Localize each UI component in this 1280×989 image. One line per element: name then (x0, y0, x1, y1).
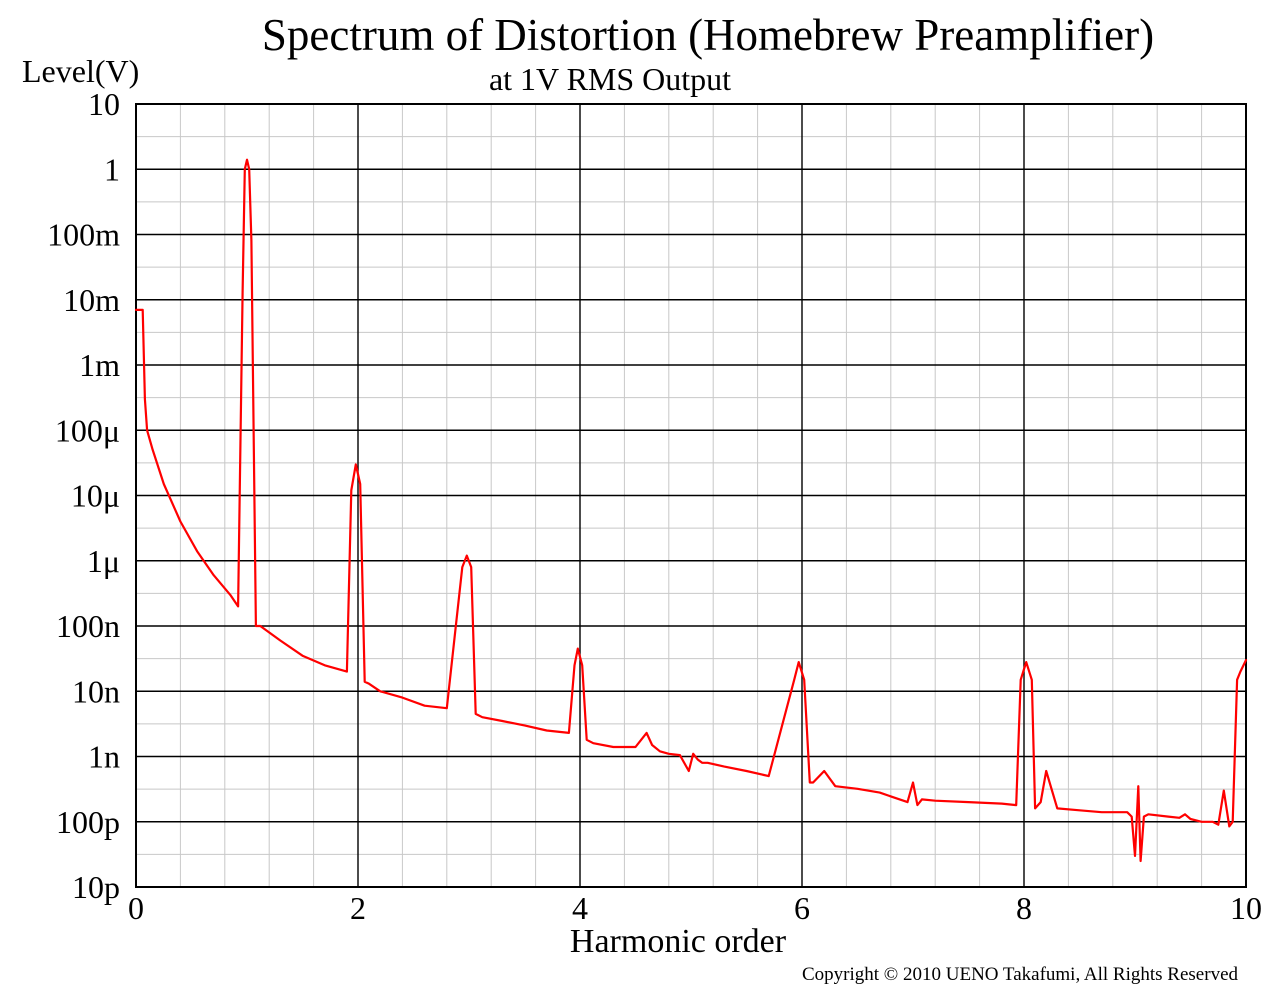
y-tick-label: 1n (88, 739, 120, 775)
series-layer (134, 158, 1248, 863)
y-tick-label: 10n (72, 673, 120, 709)
y-tick-label: 1 (104, 151, 120, 187)
copyright-notice: Copyright © 2010 UENO Takafumi, All Righ… (802, 964, 1238, 985)
series-line-1 (134, 158, 1248, 863)
y-tick-labels: 10 1 100m 10m 1m 100μ 10μ 1μ 100n 10n 1n 100p 10p (47, 86, 120, 905)
x-tick-labels: 0 2 4 6 8 10 (128, 890, 1262, 926)
y-tick-label: 10m (63, 282, 120, 318)
y-tick-label: 10 (88, 86, 120, 122)
y-tick-label: 100μ (55, 412, 120, 448)
major-gridlines (136, 104, 1246, 887)
y-tick-label: 10p (72, 869, 120, 905)
y-axis-label: Level(V) (22, 53, 139, 89)
x-tick-label: 2 (350, 890, 366, 926)
x-tick-label: 6 (794, 890, 810, 926)
x-tick-label: 10 (1230, 890, 1262, 926)
x-tick-label: 4 (572, 890, 588, 926)
plot-frame (135, 103, 1247, 888)
x-tick-label: 8 (1016, 890, 1032, 926)
y-tick-label: 1μ (87, 543, 120, 579)
x-axis-label: Harmonic order (570, 923, 787, 960)
y-tick-label: 10μ (71, 478, 120, 514)
y-tick-label: 100n (56, 608, 120, 644)
x-tick-label: 0 (128, 890, 144, 926)
chart-title: Spectrum of Distortion (Homebrew Preampl… (262, 10, 1154, 60)
chart-subtitle: at 1V RMS Output (489, 61, 731, 97)
y-tick-label: 100p (56, 804, 120, 840)
y-tick-label: 100m (47, 217, 120, 253)
y-tick-label: 1m (79, 347, 120, 383)
